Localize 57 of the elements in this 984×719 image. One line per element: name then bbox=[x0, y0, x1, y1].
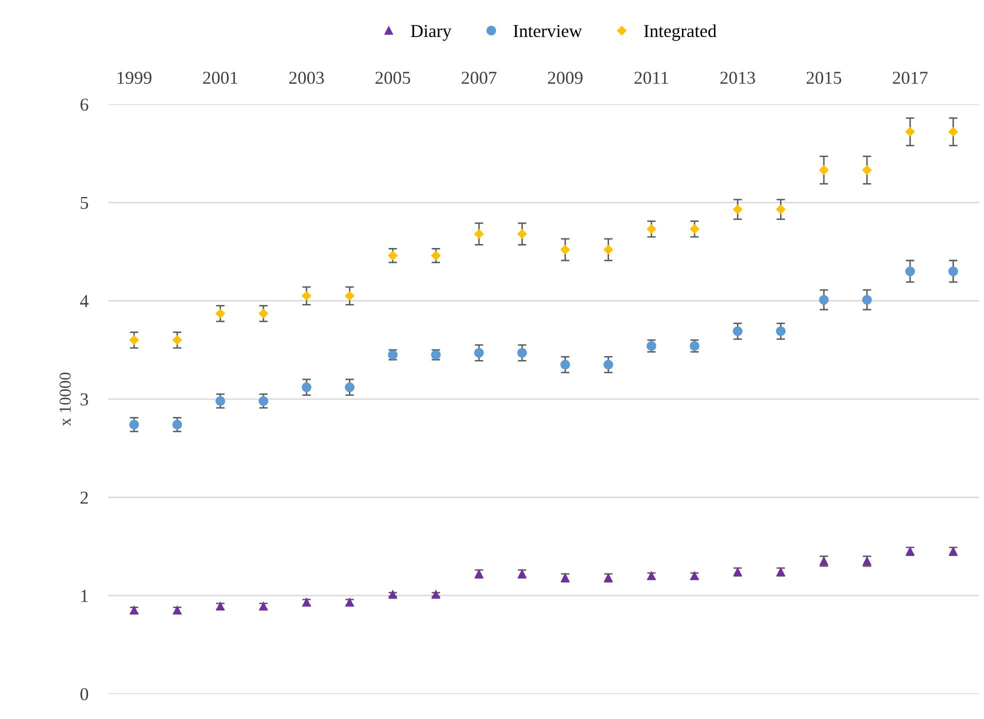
point bbox=[258, 396, 268, 406]
y-tick-label: 4 bbox=[80, 295, 89, 308]
legend-label: Interview bbox=[514, 24, 582, 38]
point bbox=[474, 348, 484, 358]
point bbox=[560, 245, 570, 254]
point bbox=[517, 348, 527, 358]
point bbox=[603, 360, 614, 370]
point bbox=[646, 224, 656, 234]
point bbox=[905, 266, 915, 276]
point bbox=[129, 335, 139, 345]
point bbox=[905, 127, 915, 136]
point bbox=[732, 326, 743, 336]
point bbox=[215, 396, 226, 406]
x-tick-label: 2007 bbox=[462, 72, 497, 84]
point bbox=[776, 204, 786, 214]
x-tick-label: 2011 bbox=[634, 72, 668, 84]
legend-label: Diary bbox=[410, 24, 452, 41]
x-tick-label: 2003 bbox=[289, 72, 324, 84]
y-tick-label: 5 bbox=[80, 196, 88, 209]
y-tick-label: 2 bbox=[80, 492, 88, 504]
point bbox=[517, 229, 527, 239]
point bbox=[388, 250, 398, 260]
x-tick-label: 2009 bbox=[548, 72, 583, 84]
point bbox=[862, 165, 872, 175]
point bbox=[733, 204, 742, 214]
point bbox=[345, 291, 354, 300]
x-tick-label: 2005 bbox=[376, 72, 410, 84]
point bbox=[129, 420, 139, 430]
point bbox=[862, 294, 872, 305]
y-tick-label: 6 bbox=[80, 98, 88, 111]
point bbox=[776, 326, 786, 336]
x-tick-label: 2001 bbox=[203, 72, 238, 84]
point bbox=[604, 245, 613, 254]
y-tick-label: 0 bbox=[80, 688, 88, 700]
point bbox=[819, 165, 829, 175]
y-tick-label: 1 bbox=[81, 590, 88, 602]
point bbox=[819, 294, 829, 305]
point bbox=[302, 382, 312, 392]
point bbox=[216, 308, 225, 318]
x-tick-label: 2017 bbox=[892, 72, 928, 84]
point bbox=[302, 291, 312, 300]
x-tick-label: 1999 bbox=[118, 72, 152, 84]
y-tick-label: 3 bbox=[80, 393, 88, 406]
point bbox=[948, 266, 958, 276]
point bbox=[258, 308, 268, 318]
x-tick-label: 2015 bbox=[806, 72, 842, 84]
point bbox=[474, 229, 484, 239]
point bbox=[690, 224, 700, 234]
point bbox=[172, 335, 182, 345]
point bbox=[560, 360, 570, 370]
legend-label: Integrated bbox=[644, 24, 716, 41]
point bbox=[431, 250, 441, 260]
point bbox=[948, 127, 958, 136]
x-tick-label: 2013 bbox=[720, 72, 756, 84]
y-axis-title: x 10000 bbox=[60, 372, 71, 426]
point bbox=[172, 420, 182, 430]
point bbox=[344, 382, 355, 392]
